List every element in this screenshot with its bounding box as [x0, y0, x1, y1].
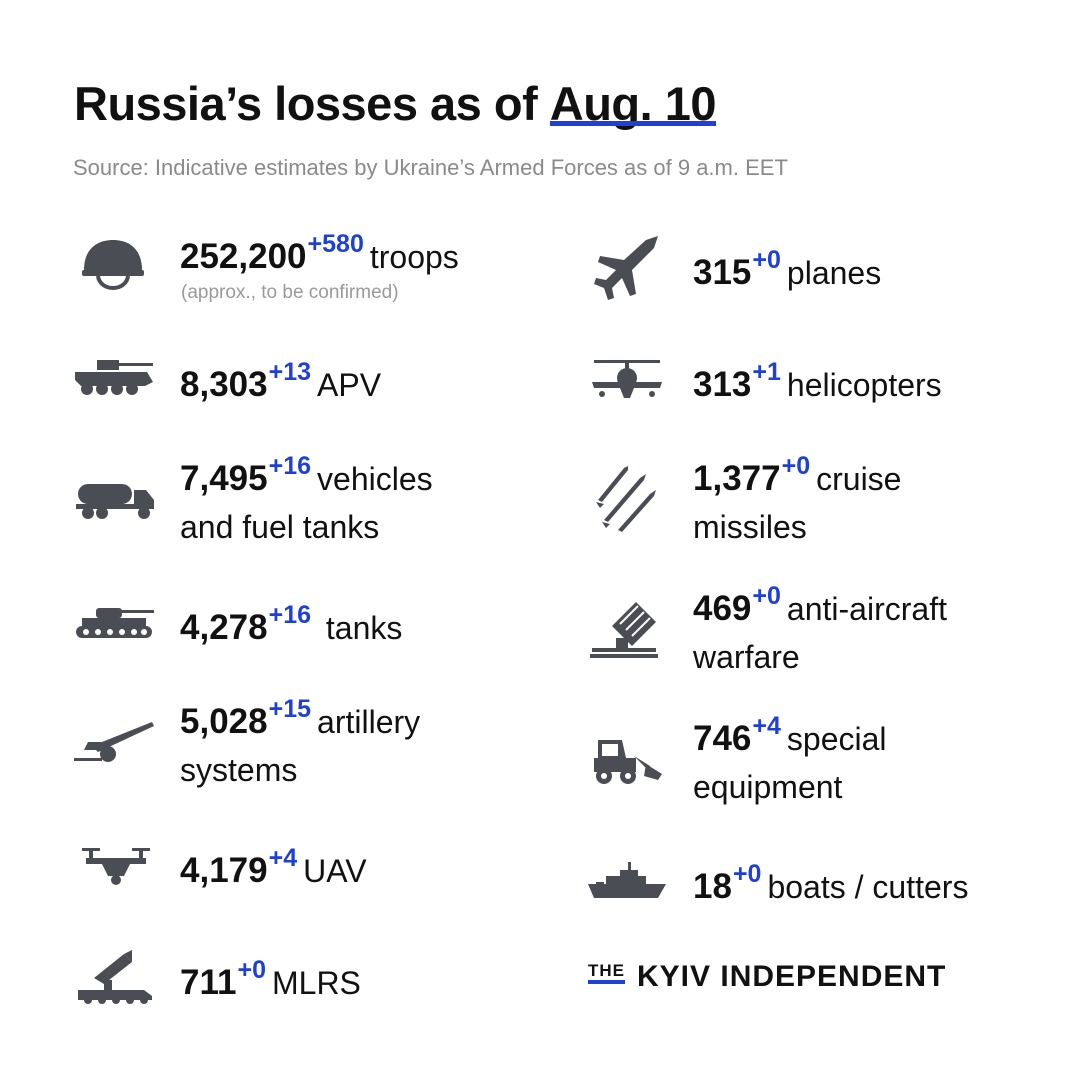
- uav-value: 4,179: [180, 851, 268, 890]
- antiaircraft-line-2: warfare: [693, 639, 800, 675]
- apv-icon: [73, 358, 157, 398]
- tanks-value: 4,278: [180, 608, 268, 647]
- troops-note: (approx., to be confirmed): [181, 282, 399, 303]
- helicopters-line-1: 313+1 helicopters: [693, 358, 942, 407]
- uav-increase: +4: [268, 844, 298, 872]
- troops-value: 252,200: [180, 237, 307, 276]
- artillery-icon: [74, 720, 156, 764]
- planes-increase: +0: [752, 246, 781, 274]
- artillery-line-1: 5,028+15 artillery: [180, 695, 421, 744]
- vehicles-line-2: and fuel tanks: [180, 509, 380, 545]
- apv-value: 8,303: [180, 365, 268, 404]
- artillery-line-2: systems: [180, 752, 298, 788]
- source-note: Source: Indicative estimates by Ukraine’…: [73, 155, 788, 180]
- mlrs-value: 711: [180, 963, 237, 1002]
- mlrs-increase: +0: [237, 956, 266, 984]
- boats-line-1: 18+0 boats / cutters: [693, 860, 969, 909]
- antiaircraft-increase: +0: [752, 582, 781, 610]
- boat-icon: [586, 860, 668, 902]
- missiles-value: 1,377: [693, 459, 781, 498]
- tank-icon: [74, 604, 156, 640]
- antiaircraft-label: anti-aircraft: [786, 591, 947, 627]
- artillery-value: 5,028: [180, 702, 268, 741]
- troops-increase: +580: [307, 230, 364, 258]
- title-date: Aug. 10: [549, 77, 717, 130]
- anti-aircraft-icon: [590, 598, 662, 660]
- tanks-increase: +16: [268, 601, 312, 629]
- vehicles-increase: +16: [268, 452, 312, 480]
- special-line-2: equipment: [693, 769, 843, 805]
- antiaircraft-value: 469: [693, 589, 752, 628]
- vehicles-label: vehicles: [317, 461, 433, 497]
- boats-label: boats / cutters: [767, 869, 969, 905]
- helicopters-increase: +1: [752, 358, 781, 386]
- planes-label: planes: [786, 255, 882, 291]
- uav-line-1: 4,179+4 UAV: [180, 844, 367, 893]
- fuel-truck-icon: [74, 480, 156, 520]
- uav-label: UAV: [303, 853, 367, 889]
- missiles-line-2: missiles: [693, 509, 807, 545]
- artillery-increase: +15: [268, 695, 312, 723]
- helicopter-icon: [590, 358, 664, 402]
- kyiv-independent-logo: THE KYIV INDEPENDENT: [588, 960, 946, 994]
- antiaircraft-line-1: 469+0 anti-aircraft: [693, 582, 947, 631]
- missiles-line-1: 1,377+0 cruise: [693, 452, 902, 501]
- missiles-increase: +0: [781, 452, 811, 480]
- vehicles-line-1: 7,495+16 vehicles: [180, 452, 433, 501]
- drone-icon: [80, 846, 152, 888]
- troops-line-1: 252,200+580 troops: [180, 230, 459, 279]
- missile-icon: [594, 464, 660, 534]
- logo-the: THE: [588, 962, 625, 984]
- apv-line-1: 8,303+13 APV: [180, 358, 382, 407]
- helicopters-label: helicopters: [786, 367, 942, 403]
- special-label: special: [786, 721, 887, 757]
- vehicles-value: 7,495: [180, 459, 268, 498]
- title-prefix: Russia’s losses as of: [74, 77, 550, 130]
- plane-icon: [592, 234, 662, 302]
- mlrs-line-1: 711+0 MLRS: [180, 956, 361, 1005]
- helmet-icon: [80, 236, 146, 298]
- mlrs-label: MLRS: [271, 965, 361, 1001]
- tanks-label: tanks: [325, 610, 403, 646]
- apv-increase: +13: [268, 358, 312, 386]
- page-title: Russia’s losses as of Aug. 10: [74, 76, 717, 132]
- special-value: 746: [693, 719, 752, 758]
- planes-line-1: 315+0 planes: [693, 246, 882, 295]
- loader-icon: [590, 736, 664, 786]
- artillery-label: artillery: [317, 704, 421, 740]
- mlrs-icon: [74, 950, 156, 1006]
- special-increase: +4: [752, 712, 781, 740]
- planes-value: 315: [693, 253, 752, 292]
- logo-name: KYIV INDEPENDENT: [637, 960, 947, 993]
- apv-label: APV: [317, 367, 382, 403]
- special-line-1: 746+4 special: [693, 712, 887, 761]
- boats-increase: +0: [732, 860, 762, 888]
- boats-value: 18: [693, 867, 732, 906]
- helicopters-value: 313: [693, 365, 752, 404]
- troops-label: troops: [369, 239, 459, 275]
- missiles-label: cruise: [816, 461, 902, 497]
- tanks-line-1: 4,278+16 tanks: [180, 601, 403, 650]
